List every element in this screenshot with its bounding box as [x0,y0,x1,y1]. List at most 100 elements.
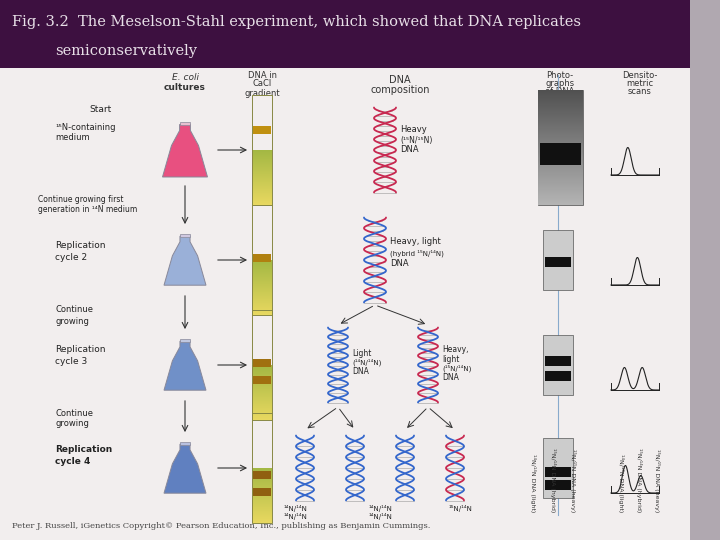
Bar [253,376,271,384]
Bar [538,171,583,172]
Bar [252,290,272,291]
Text: Light: Light [352,348,372,357]
Bar [252,482,272,483]
Bar [538,126,583,127]
Bar [545,371,571,381]
Bar [252,264,272,265]
Bar [252,185,272,186]
Bar [538,115,583,116]
Polygon shape [164,236,206,285]
Bar [252,289,272,290]
Text: Replication: Replication [55,240,106,249]
Bar [252,177,272,178]
Bar [252,306,272,307]
Bar [538,131,583,132]
Bar [538,166,583,167]
Bar [252,506,272,507]
Bar [538,130,583,131]
Bar [252,159,272,160]
Bar [252,173,272,174]
Bar [252,312,272,313]
Bar [538,155,583,156]
Bar [252,504,272,505]
Polygon shape [164,444,206,493]
Bar [252,195,272,196]
Bar [543,335,573,395]
Text: Photo-: Photo- [546,71,574,79]
Bar [252,412,272,413]
Bar [252,285,272,286]
Bar [252,365,272,366]
Bar [180,339,190,342]
Bar [252,187,272,188]
Bar [252,395,272,396]
Bar [252,484,272,485]
Bar [538,117,583,118]
Bar [252,397,272,398]
Bar [252,393,272,394]
Bar [252,277,272,278]
Bar [252,398,272,399]
Bar [538,182,583,183]
Bar [538,133,583,134]
Bar [252,273,272,274]
Bar [252,307,272,308]
Bar [252,166,272,167]
Bar [538,124,583,125]
Text: Replication: Replication [55,346,106,354]
Bar [252,186,272,187]
Bar [252,189,272,190]
Bar [252,263,272,264]
Bar [252,205,272,315]
Text: ¹⁴N/¹⁴N DNA (light): ¹⁴N/¹⁴N DNA (light) [530,454,536,512]
Bar [538,158,583,159]
Bar [538,106,583,107]
Bar [538,144,583,145]
Bar [538,136,583,137]
Bar [179,122,190,125]
Bar [252,171,272,172]
Text: DNA in: DNA in [248,71,276,79]
Bar [252,196,272,197]
Bar [252,157,272,158]
Bar [538,121,583,122]
Bar [538,170,583,171]
Bar [252,491,272,492]
Bar [252,418,272,419]
Bar [252,513,272,514]
Text: composition: composition [370,85,430,95]
Text: cycle 4: cycle 4 [55,457,91,467]
Bar [252,155,272,156]
Bar [252,295,272,296]
Bar [538,152,583,153]
Bar [252,305,272,306]
Bar [252,514,272,515]
Bar [538,135,583,136]
Bar [252,183,272,184]
Bar [538,148,583,149]
Bar [252,270,272,271]
Bar [538,154,583,155]
Bar [538,197,583,198]
Bar [252,413,272,523]
Bar [538,113,583,114]
Bar [252,390,272,391]
Text: ¹⁴N/¹⁴N DNA (light): ¹⁴N/¹⁴N DNA (light) [618,454,624,512]
Bar [538,107,583,108]
Bar [252,409,272,410]
Bar [252,383,272,384]
Bar [252,510,272,511]
Bar [538,151,583,152]
Bar [252,161,272,162]
Bar [252,490,272,491]
Bar [253,470,271,478]
Bar [252,287,272,288]
Bar [538,204,583,205]
Bar [252,151,272,152]
Text: generation in ¹⁴N medium: generation in ¹⁴N medium [38,206,138,214]
Bar [252,282,272,283]
Bar [252,389,272,390]
Bar [538,120,583,121]
Bar [538,183,583,184]
Bar [538,96,583,97]
